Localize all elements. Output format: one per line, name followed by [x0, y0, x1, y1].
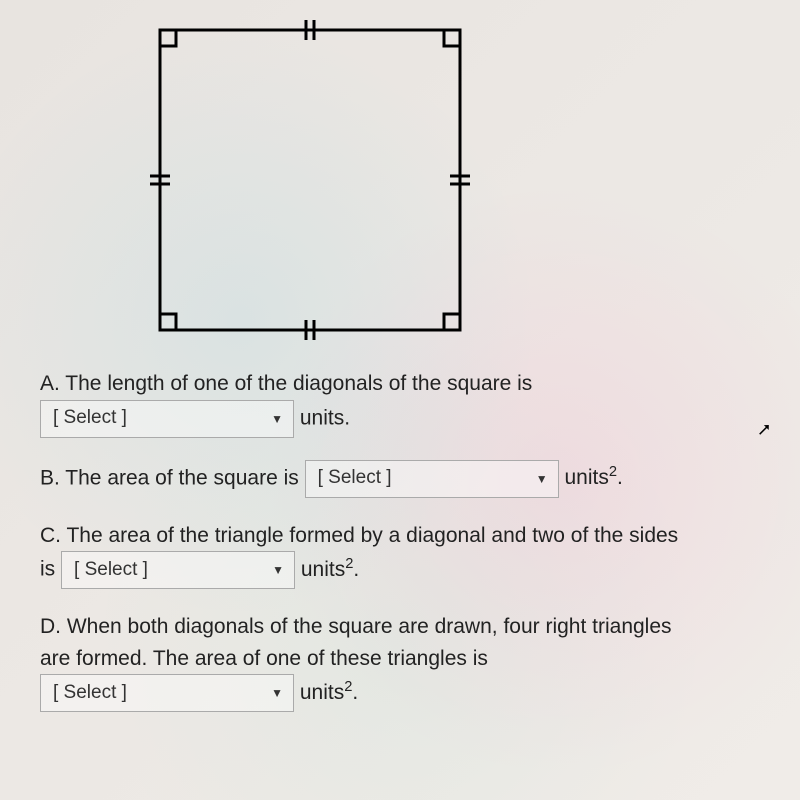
select-c-label: [ Select ] [74, 556, 148, 585]
question-d-line2: are formed. The area of one of these tri… [40, 647, 488, 670]
select-a-label: [ Select ] [53, 404, 127, 433]
chevron-down-icon: ▼ [271, 684, 283, 702]
chevron-down-icon: ▼ [271, 410, 283, 428]
question-d-suffix: units2. [300, 681, 358, 704]
select-c[interactable]: [ Select ] ▼ [61, 551, 295, 589]
question-a: A. The length of one of the diagonals of… [40, 368, 740, 438]
chevron-down-icon: ▼ [536, 470, 548, 488]
question-d: D. When both diagonals of the square are… [40, 611, 740, 712]
question-d-line1: D. When both diagonals of the square are… [40, 615, 672, 638]
question-b: B. The area of the square is [ Select ] … [40, 460, 740, 498]
chevron-down-icon: ▼ [272, 561, 284, 579]
square-svg [140, 10, 480, 350]
select-b[interactable]: [ Select ] ▼ [305, 460, 559, 498]
question-c-suffix: units2. [301, 558, 359, 581]
question-a-suffix: units. [300, 406, 350, 429]
question-b-suffix: units2. [564, 466, 622, 489]
select-d[interactable]: [ Select ] ▼ [40, 674, 294, 712]
select-a[interactable]: [ Select ] ▼ [40, 400, 294, 438]
question-c: C. The area of the triangle formed by a … [40, 520, 740, 590]
question-c-prefix: C. The area of the triangle formed by a … [40, 524, 678, 547]
select-b-label: [ Select ] [318, 464, 392, 493]
select-d-label: [ Select ] [53, 679, 127, 708]
question-b-prefix: B. The area of the square is [40, 466, 299, 489]
square-diagram [40, 10, 740, 350]
question-a-prefix: A. The length of one of the diagonals of… [40, 372, 532, 395]
cursor-icon: ⭧ [758, 420, 770, 441]
question-c-mid: is [40, 558, 55, 581]
